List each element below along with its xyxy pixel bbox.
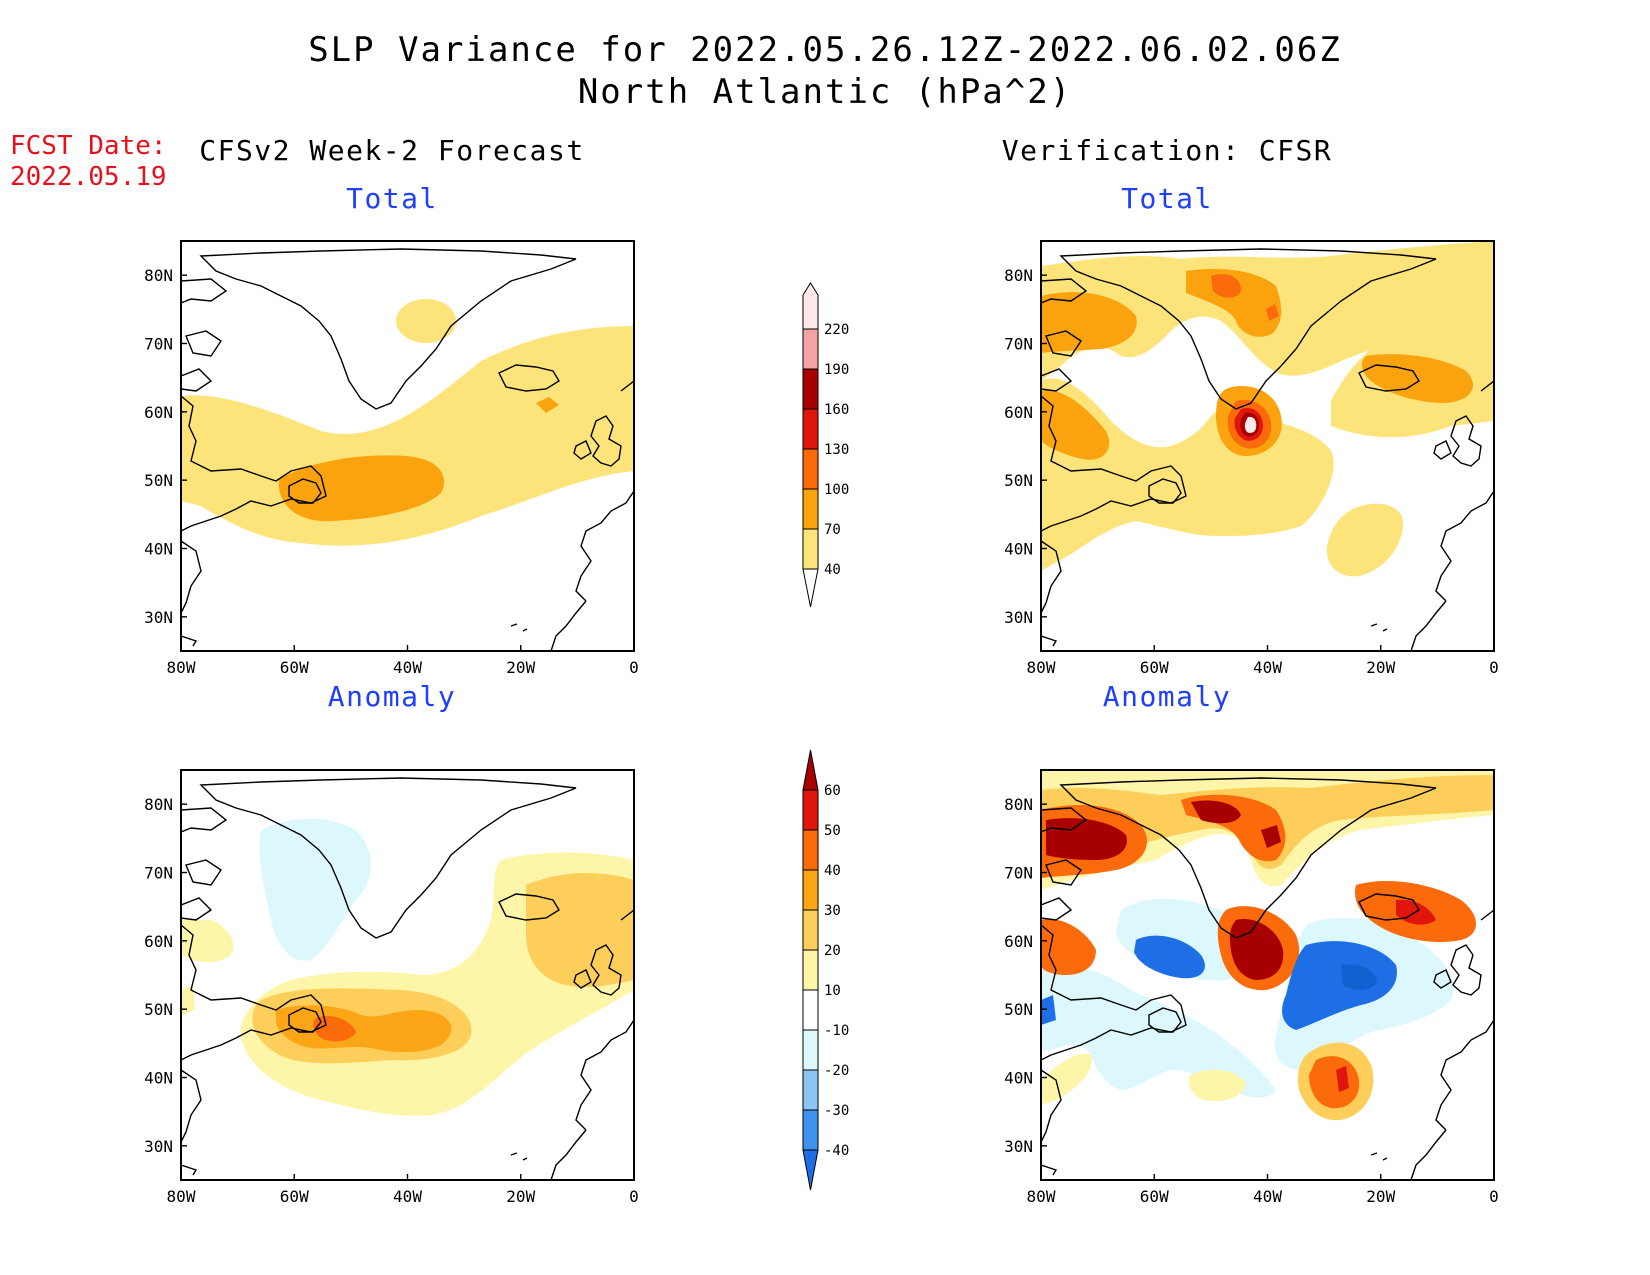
map-forecast-anomaly	[180, 769, 635, 1181]
colorbar-total-label: 70	[824, 522, 841, 538]
lon-tick-label: 0	[629, 1187, 639, 1206]
lon-tick-label: 60W	[1140, 658, 1169, 677]
colorbar-anomaly-label: -30	[824, 1103, 849, 1119]
colorbar-total-segment	[802, 368, 819, 410]
lon-tick-label: 40W	[1253, 658, 1282, 677]
lon-tick-label: 20W	[1366, 1187, 1395, 1206]
panel-title-verification-total: Total	[1121, 182, 1213, 215]
colorbar-anomaly: 60 50 40 30 20 10 -10 -20 -30 -40	[802, 749, 849, 1191]
colorbar-anomaly-label: -40	[824, 1143, 849, 1159]
lat-tick-label: 70N	[1004, 864, 1033, 883]
lon-tick-label: 20W	[506, 1187, 535, 1206]
lon-tick-label: 80W	[167, 658, 196, 677]
lat-tick-label: 50N	[144, 1000, 173, 1019]
colorbar-total-label: 160	[824, 402, 849, 418]
lat-tick-label: 80N	[144, 266, 173, 285]
colorbar-anomaly-label: -10	[824, 1023, 849, 1039]
lon-tick-label: 60W	[1140, 1187, 1169, 1206]
map-forecast-total	[180, 240, 635, 652]
lat-tick-label: 30N	[1004, 1137, 1033, 1156]
panel-title-verification-anomaly: Anomaly	[1102, 680, 1232, 713]
colorbar-anomaly-segment	[802, 1109, 819, 1151]
map-verification-anomaly	[1040, 769, 1495, 1181]
colorbar-anomaly-label: 30	[824, 903, 841, 919]
colorbar-anomaly-lower-extension	[802, 1149, 819, 1191]
colorbar-total-segment	[802, 488, 819, 530]
lat-tick-label: 60N	[1004, 403, 1033, 422]
colorbar-anomaly-segment	[802, 909, 819, 951]
lat-tick-label: 50N	[1004, 1000, 1033, 1019]
colorbar-anomaly-segment	[802, 1029, 819, 1071]
lon-tick-label: 60W	[280, 1187, 309, 1206]
lat-tick-label: 70N	[1004, 335, 1033, 354]
lon-tick-label: 60W	[280, 658, 309, 677]
colorbar-anomaly-label: 10	[824, 983, 841, 999]
colorbar-anomaly-segment	[802, 1069, 819, 1111]
colorbar-anomaly-label: 50	[824, 823, 841, 839]
colorbar-total: 40 70 100 130 160 190 220	[802, 282, 849, 608]
lat-tick-label: 80N	[1004, 795, 1033, 814]
colorbar-total-segment	[802, 408, 819, 450]
column-title-forecast: CFSv2 Week-2 Forecast	[199, 134, 585, 167]
lon-tick-label: 80W	[1027, 1187, 1056, 1206]
colorbar-anomaly-segment	[802, 829, 819, 871]
lon-tick-label: 40W	[1253, 1187, 1282, 1206]
colorbar-total-segment	[802, 282, 819, 330]
colorbar-total-label: 40	[824, 562, 841, 578]
panel-title-forecast-anomaly: Anomaly	[327, 680, 457, 713]
colorbar-total-lower-extension	[802, 568, 819, 608]
colorbar-anomaly-segment	[802, 989, 819, 1031]
colorbar-anomaly-segment	[802, 949, 819, 991]
colorbar-total-label: 220	[824, 322, 849, 338]
colorbar-anomaly-upper-extension	[802, 749, 819, 791]
panel-title-forecast-total: Total	[346, 182, 438, 215]
fcst-date-label: FCST Date:	[10, 131, 167, 161]
lat-tick-label: 60N	[144, 403, 173, 422]
colorbar-anomaly-label: 20	[824, 943, 841, 959]
lon-tick-label: 80W	[167, 1187, 196, 1206]
colorbar-total-label: 190	[824, 362, 849, 378]
lat-tick-label: 80N	[144, 795, 173, 814]
lat-tick-label: 60N	[1004, 932, 1033, 951]
colorbar-anomaly-label: 60	[824, 783, 841, 799]
colorbar-total-label: 100	[824, 482, 849, 498]
lon-tick-label: 0	[1489, 658, 1499, 677]
lat-tick-label: 40N	[1004, 540, 1033, 559]
lat-tick-label: 50N	[1004, 471, 1033, 490]
lon-tick-label: 20W	[506, 658, 535, 677]
lat-tick-label: 50N	[144, 471, 173, 490]
colorbar-anomaly-segment	[802, 789, 819, 831]
colorbar-total-label: 130	[824, 442, 849, 458]
axes-layer: 80W 60W 40W 20W 0 80N 70N 60N 50N 40N 30N 80W 60W 40W…	[144, 266, 1499, 1206]
lat-tick-label: 70N	[144, 335, 173, 354]
colorbar-total-segment	[802, 328, 819, 370]
map-verification-total	[1040, 240, 1495, 652]
colorbar-anomaly-label: 40	[824, 863, 841, 879]
colorbar-total-segment	[802, 528, 819, 570]
lat-tick-label: 60N	[144, 932, 173, 951]
colorbar-anomaly-segment	[802, 869, 819, 911]
column-title-verification: Verification: CFSR	[1001, 134, 1333, 167]
lat-tick-label: 80N	[1004, 266, 1033, 285]
main-title-line2: North Atlantic (hPa^2)	[577, 72, 1073, 112]
lon-tick-label: 20W	[1366, 658, 1395, 677]
lat-tick-label: 40N	[144, 540, 173, 559]
lat-tick-label: 40N	[1004, 1069, 1033, 1088]
main-title-line1: SLP Variance for 2022.05.26.12Z-2022.06.…	[308, 30, 1342, 70]
fcst-date-value: 2022.05.19	[10, 162, 167, 192]
lat-tick-label: 30N	[1004, 608, 1033, 627]
lon-tick-label: 80W	[1027, 658, 1056, 677]
lon-tick-label: 40W	[393, 658, 422, 677]
lon-tick-label: 0	[1489, 1187, 1499, 1206]
lon-tick-label: 0	[629, 658, 639, 677]
lat-tick-label: 70N	[144, 864, 173, 883]
lat-tick-label: 30N	[144, 1137, 173, 1156]
lon-tick-label: 40W	[393, 1187, 422, 1206]
colorbar-total-segment	[802, 448, 819, 490]
lat-tick-label: 40N	[144, 1069, 173, 1088]
colorbar-anomaly-label: -20	[824, 1063, 849, 1079]
lat-tick-label: 30N	[144, 608, 173, 627]
